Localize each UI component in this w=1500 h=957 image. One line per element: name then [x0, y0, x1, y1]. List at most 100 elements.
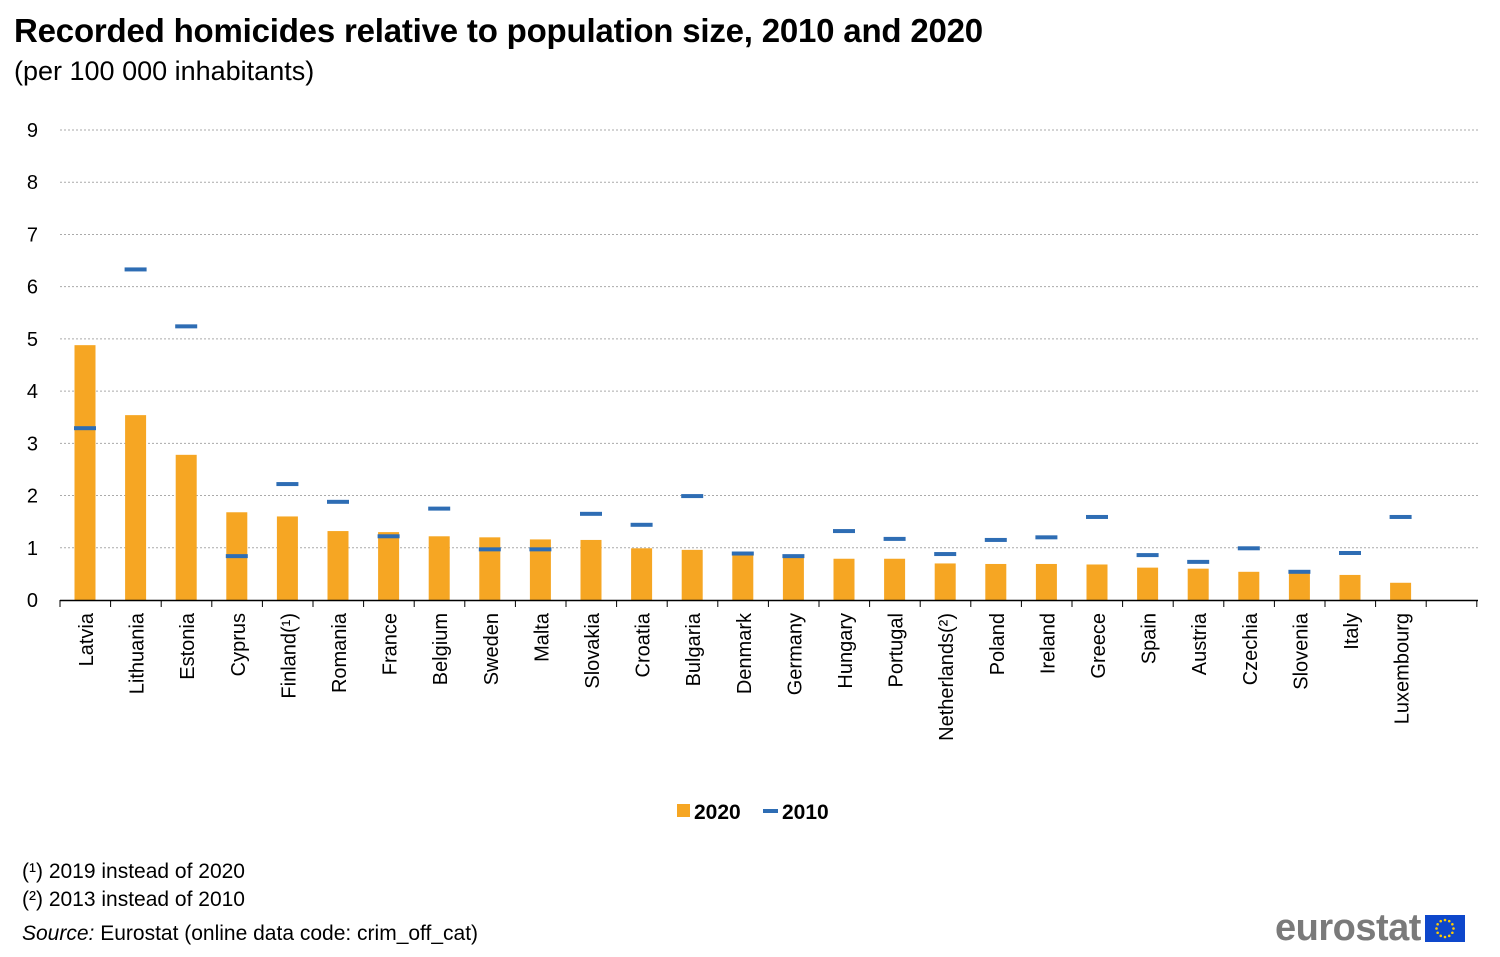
marker-2010-4[interactable]: [276, 482, 299, 487]
marker-2010-17[interactable]: [934, 552, 957, 557]
marker-2010-23[interactable]: [1237, 546, 1260, 551]
marker-2010-8[interactable]: [478, 547, 501, 552]
category-label: Finland(¹): [278, 613, 300, 699]
marker-2010-12[interactable]: [681, 494, 704, 499]
marker-2010-0[interactable]: [74, 426, 96, 431]
y-tick-label: 3: [27, 433, 38, 455]
bar-2020-25[interactable]: [1339, 574, 1361, 600]
category-label: Netherlands(²): [936, 613, 958, 741]
marker-2010-6[interactable]: [377, 534, 400, 539]
source-label: Source:: [22, 922, 95, 945]
bar-2020-13[interactable]: [732, 553, 754, 600]
legend-swatch-2020: [677, 804, 690, 817]
bar-2020-19[interactable]: [1035, 563, 1057, 600]
marker-2010-20[interactable]: [1086, 514, 1108, 519]
eurostat-logo-text: eurostat: [1275, 907, 1421, 949]
footnote-1: (¹) 2019 instead of 2020: [22, 860, 245, 883]
bar-2020-16[interactable]: [884, 558, 906, 600]
marker-2010-21[interactable]: [1136, 553, 1159, 558]
category-label: Cyprus: [228, 613, 250, 676]
marker-2010-19[interactable]: [1035, 535, 1058, 540]
marker-2010-11[interactable]: [630, 522, 653, 527]
marker-2010-10[interactable]: [580, 511, 602, 516]
flag-star: [1452, 926, 1455, 930]
eurostat-logo[interactable]: eurostat: [1275, 908, 1465, 948]
marker-2010-15[interactable]: [833, 529, 855, 534]
category-label: Lithuania: [127, 612, 149, 694]
bar-2020-24[interactable]: [1288, 572, 1310, 600]
category-label: Ireland: [1037, 613, 1059, 674]
y-tick-label: 5: [27, 329, 38, 351]
legend-label-2020: 2020: [694, 801, 741, 824]
chart-subtitle: (per 100 000 inhabitants): [14, 56, 315, 86]
flag-star: [1447, 934, 1451, 937]
category-label: Denmark: [734, 612, 756, 694]
marker-2010-14[interactable]: [782, 554, 805, 559]
bar-2020-8[interactable]: [479, 537, 501, 600]
marker-2010-22[interactable]: [1187, 559, 1210, 564]
bar-2020-6[interactable]: [378, 532, 400, 600]
marker-2010-2[interactable]: [175, 324, 198, 329]
source-note: Source: Eurostat (online data code: crim…: [22, 922, 478, 946]
bar-2020-10[interactable]: [580, 539, 602, 600]
category-label: Luxembourg: [1392, 613, 1414, 724]
y-tick-label: 0: [27, 590, 38, 612]
eu-flag-icon: [1424, 914, 1465, 942]
marker-2010-13[interactable]: [731, 551, 754, 556]
bar-2020-1[interactable]: [125, 415, 147, 600]
category-label: Slovenia: [1290, 612, 1312, 690]
category-label: Austria: [1189, 612, 1211, 675]
flag-star: [1450, 922, 1454, 926]
bar-2020-7[interactable]: [428, 536, 450, 600]
legend-label-2010: 2010: [782, 801, 829, 824]
source-text: Eurostat (online data code: crim_off_cat…: [94, 922, 479, 945]
legend-swatch-2010: [763, 809, 778, 813]
y-tick-label: 1: [27, 538, 38, 560]
marker-2010-24[interactable]: [1288, 569, 1311, 574]
category-label: Slovakia: [582, 612, 604, 688]
marker-2010-7[interactable]: [428, 506, 451, 511]
y-tick-label: 9: [27, 120, 38, 142]
bar-2020-18[interactable]: [985, 563, 1007, 600]
bar-2020-4[interactable]: [276, 516, 298, 600]
bar-2020-14[interactable]: [782, 557, 804, 600]
marker-2010-26[interactable]: [1389, 514, 1412, 519]
category-label: Estonia: [177, 612, 199, 680]
y-tick-label: 4: [27, 381, 38, 403]
category-label: Malta: [531, 612, 553, 662]
bar-2020-0[interactable]: [74, 345, 96, 600]
marker-2010-1[interactable]: [124, 267, 147, 272]
flag-star: [1435, 926, 1438, 930]
bar-2020-21[interactable]: [1137, 567, 1159, 600]
category-label: Germany: [784, 613, 806, 695]
bar-2020-20[interactable]: [1086, 564, 1108, 600]
bar-2020-15[interactable]: [833, 558, 855, 600]
bar-2020-17[interactable]: [934, 563, 956, 600]
bar-2020-23[interactable]: [1238, 571, 1260, 600]
flag-star: [1450, 930, 1454, 934]
marker-2010-18[interactable]: [984, 537, 1007, 542]
category-label: Croatia: [633, 612, 655, 677]
marker-2010-25[interactable]: [1339, 551, 1361, 555]
bar-2020-9[interactable]: [529, 539, 551, 600]
marker-2010-9[interactable]: [529, 547, 552, 552]
bar-2020-26[interactable]: [1390, 582, 1412, 600]
bar-2020-11[interactable]: [631, 548, 653, 600]
footnote-2: (²) 2013 instead of 2010: [22, 888, 245, 911]
y-tick-label: 7: [27, 224, 38, 246]
category-label: Sweden: [481, 613, 503, 685]
category-label: Poland: [987, 613, 1009, 675]
flag-star: [1443, 918, 1447, 921]
bar-2020-22[interactable]: [1187, 568, 1209, 600]
flag-star: [1436, 922, 1439, 926]
marker-2010-16[interactable]: [883, 536, 906, 541]
bar-2020-12[interactable]: [681, 549, 703, 600]
bar-2020-2[interactable]: [175, 454, 197, 600]
bar-2020-5[interactable]: [327, 531, 349, 600]
marker-2010-3[interactable]: [225, 554, 248, 559]
flag-star: [1443, 935, 1447, 938]
chart-title: Recorded homicides relative to populatio…: [14, 12, 983, 49]
flag-star: [1439, 919, 1442, 922]
marker-2010-5[interactable]: [327, 499, 349, 504]
flag-star: [1436, 930, 1439, 934]
